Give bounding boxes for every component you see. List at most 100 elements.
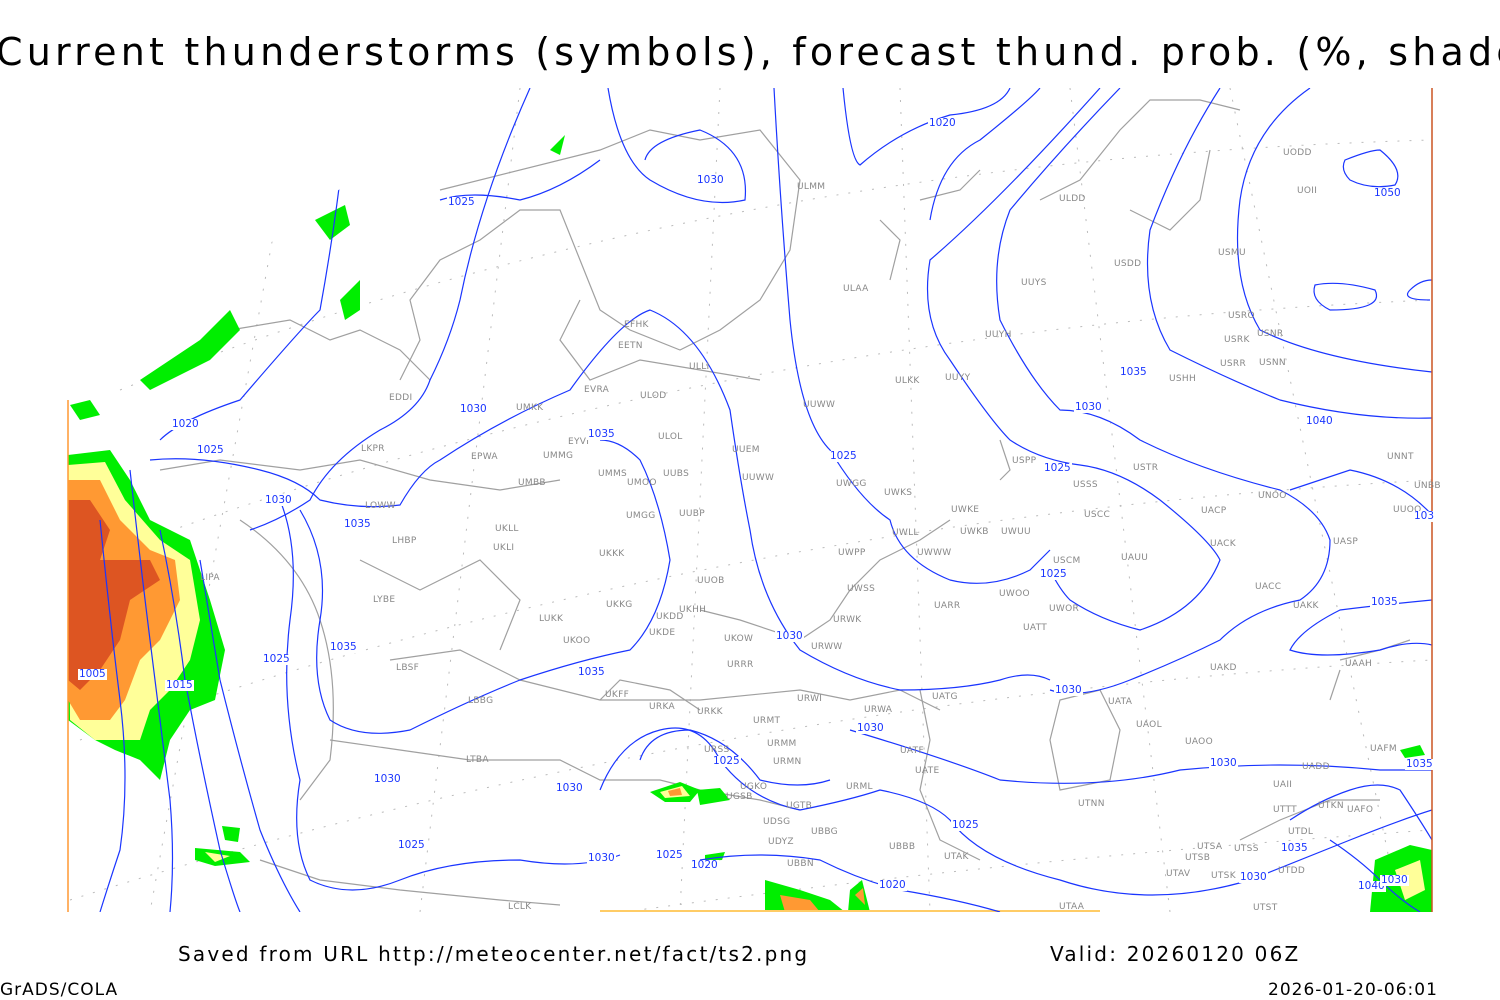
station-label: LKPR	[361, 444, 385, 454]
station-label: UMGG	[626, 511, 656, 521]
station-label: UAKD	[1210, 663, 1237, 673]
station-label: UWGG	[836, 479, 867, 489]
station-label: USRK	[1224, 335, 1250, 345]
station-label: UARR	[934, 601, 961, 611]
station-label: UBBG	[811, 827, 838, 837]
station-label: UUBP	[679, 509, 705, 519]
station-label: URWA	[864, 705, 893, 715]
station-label: URSS	[704, 745, 730, 755]
station-label: UMKK	[516, 403, 544, 413]
station-label: UACC	[1255, 582, 1282, 592]
station-label: URML	[846, 782, 873, 792]
isobar-label: 1015	[165, 679, 194, 691]
station-label: UNNT	[1387, 452, 1414, 462]
isobar-label: 1035	[343, 518, 372, 530]
station-label: USCC	[1084, 510, 1111, 520]
station-label: UTAK	[944, 852, 969, 862]
station-label: UDYZ	[768, 837, 794, 847]
station-label: ULLI	[689, 362, 710, 372]
station-label: URMN	[773, 757, 802, 767]
station-label: UKHH	[679, 605, 707, 615]
station-label: UADD	[1302, 762, 1330, 772]
isobar-label: 1035	[1405, 758, 1434, 770]
station-label: UUWW	[803, 400, 836, 410]
station-label: USCM	[1053, 556, 1081, 566]
isobar-label: 1025	[397, 839, 426, 851]
station-label: URMT	[753, 716, 781, 726]
station-label: UKFF	[605, 690, 630, 700]
station-label: UUOB	[697, 576, 725, 586]
station-label: USRR	[1220, 359, 1247, 369]
station-label: UTNN	[1078, 799, 1105, 809]
isobar-label: 1020	[878, 879, 907, 891]
station-label: UWKE	[951, 505, 980, 515]
isobar-label: 1035	[1119, 366, 1148, 378]
isobar-label: 1030	[1209, 757, 1238, 769]
isobar-label: 1040	[1305, 415, 1334, 427]
isobar-label: 1035	[329, 641, 358, 653]
station-label: UAOL	[1136, 720, 1162, 730]
isobar-label: 1025	[447, 196, 476, 208]
isobar-label: 1020	[690, 859, 719, 871]
lat-lon-grid	[69, 88, 1432, 912]
station-label: UAKK	[1293, 601, 1319, 611]
station-label: UKKG	[606, 600, 633, 610]
isobar-label: 103	[1413, 510, 1436, 522]
station-label: UODD	[1283, 148, 1312, 158]
isobar-label: 1030	[856, 722, 885, 734]
station-label: UUYS	[1021, 278, 1047, 288]
station-label: UDSG	[763, 817, 791, 827]
isobar-label: 1025	[951, 819, 980, 831]
station-label: EVRA	[584, 385, 610, 395]
station-label: LOWW	[365, 501, 396, 511]
source-url-text: Saved from URL http://meteocenter.net/fa…	[178, 942, 810, 966]
station-label: LTBA	[466, 755, 489, 765]
station-label: UNBB	[1414, 481, 1441, 491]
station-label: LYBE	[373, 595, 396, 605]
isobar-label: 1030	[1380, 874, 1409, 886]
station-label: EYVI	[568, 437, 590, 447]
station-label: UWSS	[847, 584, 876, 594]
station-label: UACP	[1201, 506, 1227, 516]
map-title: Current thunderstorms (symbols), forecas…	[0, 30, 1500, 74]
station-label: UWWW	[917, 548, 952, 558]
isobar-label: 1025	[655, 849, 684, 861]
station-label: UTSA	[1197, 842, 1223, 852]
station-label: UAAH	[1345, 659, 1373, 669]
station-label: UBBB	[889, 842, 916, 852]
software-credit: GrADS/COLA	[0, 980, 119, 1000]
isobars	[99, 88, 1432, 912]
station-label: UMOO	[627, 478, 657, 488]
station-label: UWKS	[884, 488, 913, 498]
station-label: UTSS	[1234, 844, 1259, 854]
station-label: URWW	[811, 642, 843, 652]
station-label: UTST	[1253, 903, 1278, 913]
generation-timestamp: 2026-01-20-06:01	[1268, 980, 1438, 1000]
isobar-label: 1030	[587, 852, 616, 864]
station-label: UAII	[1273, 780, 1293, 790]
station-label: ULOL	[658, 432, 683, 442]
station-label: ULAA	[843, 284, 869, 294]
station-label: UATG	[932, 692, 958, 702]
station-label: UUYH	[985, 330, 1012, 340]
station-label: LBBG	[468, 696, 494, 706]
isobar-label: 1025	[1039, 568, 1068, 580]
station-label: LBSF	[396, 663, 420, 673]
isobar-label: 1005	[78, 668, 107, 680]
station-label: USNN	[1259, 358, 1286, 368]
isobar-label: 1030	[459, 403, 488, 415]
station-label: URWI	[797, 694, 823, 704]
station-label: URKK	[697, 707, 723, 717]
station-label: URWK	[833, 615, 862, 625]
station-label: UKLI	[493, 543, 515, 553]
isobar-label: 1025	[262, 653, 291, 665]
station-label: USDD	[1114, 259, 1142, 269]
station-label: UNOO	[1258, 491, 1287, 501]
station-label: USPP	[1012, 456, 1037, 466]
station-label: UUBS	[663, 469, 690, 479]
station-label: UAFO	[1347, 805, 1374, 815]
isobar-label: 1030	[696, 174, 725, 186]
station-label: UTDD	[1278, 866, 1306, 876]
station-label: UKDD	[656, 612, 684, 622]
